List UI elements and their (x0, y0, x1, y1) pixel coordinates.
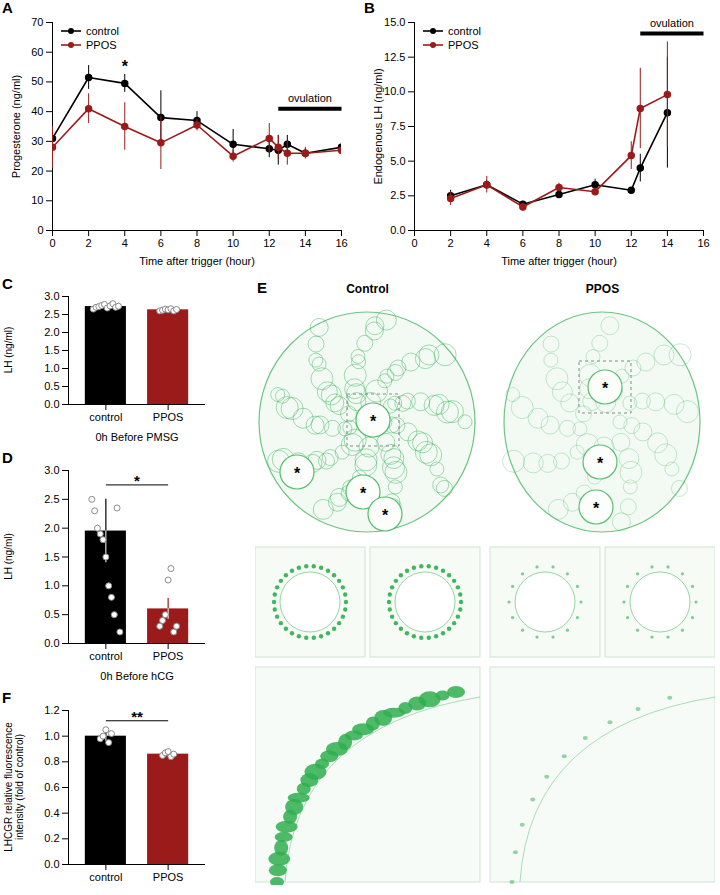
svg-text:ovulation: ovulation (650, 17, 694, 29)
svg-text:0.2: 0.2 (44, 832, 59, 844)
svg-text:*: * (593, 500, 600, 517)
svg-text:2.0: 2.0 (44, 522, 59, 534)
svg-text:70: 70 (31, 16, 43, 28)
html-text:PPOS: PPOS (448, 39, 479, 51)
svg-text:1.5: 1.5 (44, 344, 59, 356)
svg-text:6: 6 (520, 237, 526, 249)
html-text:C: C (2, 275, 13, 292)
svg-text:0.4: 0.4 (44, 807, 59, 819)
svg-text:ovulation: ovulation (288, 92, 332, 104)
svg-text:2: 2 (448, 237, 454, 249)
svg-text:Time after trigger (hour): Time after trigger (hour) (139, 255, 255, 267)
html-text:control: control (448, 25, 481, 37)
svg-text:PPOS: PPOS (153, 411, 184, 423)
svg-text:20: 20 (31, 165, 43, 177)
html-text:E: E (257, 279, 267, 296)
svg-text:Time after trigger (hour): Time after trigger (hour) (501, 255, 617, 267)
svg-text:2.5: 2.5 (390, 189, 405, 201)
svg-text:10: 10 (227, 237, 239, 249)
svg-text:1.2: 1.2 (44, 704, 59, 716)
html-text:control: control (86, 25, 119, 37)
svg-text:*: * (134, 472, 140, 489)
svg-text:16: 16 (335, 237, 347, 249)
svg-text:*: * (382, 507, 389, 524)
svg-text:12.5: 12.5 (384, 51, 405, 63)
svg-text:control: control (89, 411, 122, 423)
svg-text:2.5: 2.5 (44, 493, 59, 505)
svg-text:Control: Control (346, 282, 389, 296)
svg-text:control: control (89, 650, 122, 662)
svg-text:12: 12 (625, 237, 637, 249)
svg-text:14: 14 (661, 237, 673, 249)
svg-text:3.0: 3.0 (44, 464, 59, 476)
svg-text:*: * (370, 413, 377, 430)
svg-text:0: 0 (37, 224, 43, 236)
svg-text:2.5: 2.5 (44, 308, 59, 320)
svg-text:50: 50 (31, 75, 43, 87)
svg-text:1.0: 1.0 (44, 579, 59, 591)
svg-text:PPOS: PPOS (153, 871, 184, 883)
svg-text:*: * (597, 455, 604, 472)
svg-text:0.0: 0.0 (44, 398, 59, 410)
svg-text:0: 0 (49, 237, 55, 249)
svg-text:40: 40 (31, 105, 43, 117)
svg-text:10: 10 (31, 194, 43, 206)
svg-text:8: 8 (194, 237, 200, 249)
svg-text:**: ** (131, 708, 143, 725)
svg-text:1.0: 1.0 (44, 730, 59, 742)
html-text:D: D (2, 449, 13, 466)
html-text:B: B (364, 0, 375, 16)
svg-text:0.0: 0.0 (44, 637, 59, 649)
svg-text:15.0: 15.0 (384, 16, 405, 28)
svg-text:*: * (294, 465, 301, 482)
svg-text:0.5: 0.5 (44, 608, 59, 620)
svg-text:2: 2 (86, 237, 92, 249)
svg-text:*: * (360, 485, 367, 502)
html-text:A: A (2, 0, 13, 16)
svg-text:0.8: 0.8 (44, 755, 59, 767)
svg-text:0h Before hCG: 0h Before hCG (100, 670, 173, 682)
svg-text:4: 4 (122, 237, 128, 249)
svg-text:12: 12 (263, 237, 275, 249)
svg-text:2.0: 2.0 (44, 326, 59, 338)
svg-text:PPOS: PPOS (586, 282, 619, 296)
svg-text:Endogenous LH (ng/ml): Endogenous LH (ng/ml) (372, 68, 384, 184)
html-text:LHCGR relative fluorescence in: LHCGR relative fluorescence intensity (f… (3, 722, 25, 852)
svg-text:4: 4 (484, 237, 490, 249)
svg-text:30: 30 (31, 135, 43, 147)
html-text:LH (ng/ml): LH (ng/ml) (3, 326, 14, 374)
html-text:F: F (2, 689, 12, 706)
svg-text:1.0: 1.0 (44, 362, 59, 374)
svg-text:0: 0 (411, 237, 417, 249)
svg-text:5.0: 5.0 (390, 155, 405, 167)
svg-text:16: 16 (697, 237, 709, 249)
svg-text:14: 14 (299, 237, 311, 249)
svg-text:control: control (89, 871, 122, 883)
svg-text:0h Before PMSG: 0h Before PMSG (95, 431, 178, 443)
svg-text:Progesterone (ng/ml): Progesterone (ng/ml) (10, 75, 22, 178)
svg-text:8: 8 (556, 237, 562, 249)
svg-text:*: * (122, 58, 129, 75)
svg-text:7.5: 7.5 (390, 120, 405, 132)
html-text:LH (ng/ml): LH (ng/ml) (3, 533, 14, 580)
svg-text:3.0: 3.0 (44, 290, 59, 302)
svg-text:PPOS: PPOS (153, 650, 184, 662)
svg-text:0.6: 0.6 (44, 781, 59, 793)
svg-text:1.5: 1.5 (44, 551, 59, 563)
svg-text:6: 6 (158, 237, 164, 249)
svg-text:10: 10 (589, 237, 601, 249)
svg-text:*: * (602, 380, 609, 397)
svg-text:0.5: 0.5 (44, 380, 59, 392)
svg-text:0.0: 0.0 (44, 858, 59, 870)
html-text:PPOS: PPOS (86, 39, 117, 51)
svg-text:60: 60 (31, 46, 43, 58)
svg-text:10.0: 10.0 (384, 85, 405, 97)
svg-text:0.0: 0.0 (390, 224, 405, 236)
